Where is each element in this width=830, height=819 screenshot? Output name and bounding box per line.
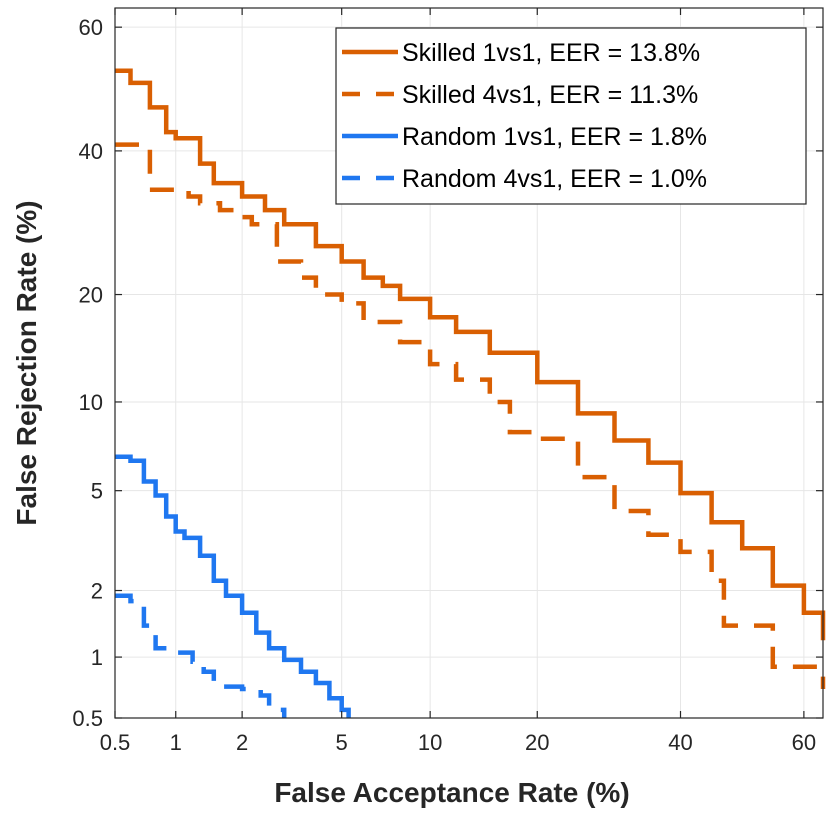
legend-label: Random 4vs1, EER = 1.0% bbox=[402, 165, 707, 193]
y-tick-label: 1 bbox=[91, 645, 103, 670]
x-tick-label: 60 bbox=[792, 730, 816, 755]
legend-label: Skilled 1vs1, EER = 13.8% bbox=[402, 39, 700, 67]
x-tick-label: 0.5 bbox=[100, 730, 131, 755]
x-tick-label: 5 bbox=[336, 730, 348, 755]
y-tick-label: 20 bbox=[79, 283, 103, 308]
y-axis-label: False Rejection Rate (%) bbox=[11, 200, 42, 525]
y-tick-label: 2 bbox=[91, 579, 103, 604]
legend: Skilled 1vs1, EER = 13.8% Skilled 4vs1, E… bbox=[335, 27, 807, 205]
x-tick-label: 10 bbox=[418, 730, 442, 755]
legend-label: Random 1vs1, EER = 1.8% bbox=[402, 123, 707, 151]
y-tick-label: 5 bbox=[91, 479, 103, 504]
y-tick-label: 0.5 bbox=[72, 706, 103, 731]
x-tick-label: 20 bbox=[525, 730, 549, 755]
series-line-skilled-1vs1 bbox=[115, 68, 826, 641]
y-tick-label: 10 bbox=[79, 390, 103, 415]
x-tick-label: 40 bbox=[668, 730, 692, 755]
legend-label: Skilled 4vs1, EER = 11.3% bbox=[402, 81, 698, 109]
y-axis-ticks: 0.5 1 2 5 10 20 40 60 bbox=[72, 15, 823, 731]
y-tick-label: 40 bbox=[79, 139, 103, 164]
x-axis-ticks: 0.5 1 2 5 10 20 40 60 bbox=[100, 8, 816, 755]
axes-box bbox=[114, 7, 824, 719]
x-tick-label: 1 bbox=[170, 730, 182, 755]
series-line-skilled-4vs1 bbox=[115, 142, 826, 689]
y-tick-label: 60 bbox=[79, 15, 103, 40]
series-line-random-1vs1 bbox=[115, 454, 351, 718]
x-axis-label: False Acceptance Rate (%) bbox=[274, 777, 629, 808]
legend-box bbox=[335, 27, 807, 205]
series-lines bbox=[115, 68, 826, 718]
series-line-random-4vs1 bbox=[115, 593, 287, 718]
x-tick-label: 2 bbox=[236, 730, 248, 755]
legend-items: Skilled 1vs1, EER = 13.8% Skilled 4vs1, E… bbox=[342, 39, 707, 193]
